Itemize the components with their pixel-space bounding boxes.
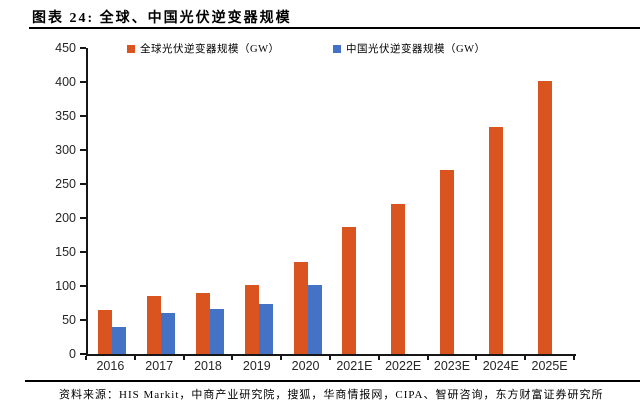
bar-china-2020 xyxy=(307,285,322,354)
bar-global-2016 xyxy=(98,309,113,354)
y-tick-label: 350 xyxy=(55,108,76,123)
legend-item-global: 全球光伏逆变器规模（GW） xyxy=(127,41,280,56)
x-tick-label: 2019 xyxy=(242,359,271,373)
y-tick-label: 50 xyxy=(62,312,76,327)
x-tick-label: 2017 xyxy=(145,359,174,373)
bar-global-2018 xyxy=(196,293,210,354)
x-tick-label: 2023E xyxy=(433,359,471,373)
bar-china-2017 xyxy=(161,312,176,354)
y-tick-label: 100 xyxy=(55,278,76,293)
y-tick-label: 200 xyxy=(55,210,76,225)
y-tick-label: 250 xyxy=(55,176,76,191)
bar-global-2019 xyxy=(244,284,259,354)
source-note: 资料来源：HIS Markit，中商产业研究院，搜狐，华商情报网，CIPA、智研… xyxy=(59,389,604,401)
y-tick-label: 300 xyxy=(55,142,76,157)
x-tick-label: 2018 xyxy=(194,359,222,373)
footer-divider xyxy=(25,380,640,382)
x-tick-label: 2016 xyxy=(96,359,125,373)
legend-swatch-china-icon xyxy=(333,44,341,53)
y-tick-label: 150 xyxy=(55,244,76,259)
bar-china-2016 xyxy=(112,326,127,354)
bar-global-2024E xyxy=(488,126,503,354)
plot-area xyxy=(86,48,576,356)
x-tick-label: 2022E xyxy=(385,359,422,373)
legend-swatch-global-icon xyxy=(127,44,135,53)
bar-global-2021E xyxy=(342,226,357,354)
y-tick-label: 400 xyxy=(55,74,76,89)
legend-item-china: 中国光伏逆变器规模（GW） xyxy=(333,41,486,56)
bar-global-2025E xyxy=(537,80,552,354)
legend-label-china: 中国光伏逆变器规模（GW） xyxy=(346,44,486,55)
x-tick-label: 2025E xyxy=(531,359,568,373)
y-tick-label: 0 xyxy=(69,346,76,361)
x-axis-labels: 2016 2017 2018 2019 2020 2021E 2022E 2023E 2024E… xyxy=(86,359,574,375)
bar-global-2020 xyxy=(293,261,308,354)
y-axis-labels: 450 400 350 300 250 200 150 100 50 0 xyxy=(30,0,76,380)
figure-title: 图表 24: 全球、中国光伏逆变器规模 xyxy=(32,11,292,26)
bar-global-2023E xyxy=(440,170,454,354)
bar-china-2018 xyxy=(210,309,224,354)
y-tick-label: 450 xyxy=(55,40,76,55)
title-divider xyxy=(29,27,640,29)
bar-global-2022E xyxy=(391,203,406,354)
x-tick-label: 2020 xyxy=(291,359,320,373)
x-tick-label: 2024E xyxy=(482,359,519,373)
legend-label-global: 全球光伏逆变器规模（GW） xyxy=(140,44,280,55)
bar-global-2017 xyxy=(147,296,162,354)
bar-china-2019 xyxy=(258,304,273,354)
x-tick-label: 2021E xyxy=(336,359,373,373)
